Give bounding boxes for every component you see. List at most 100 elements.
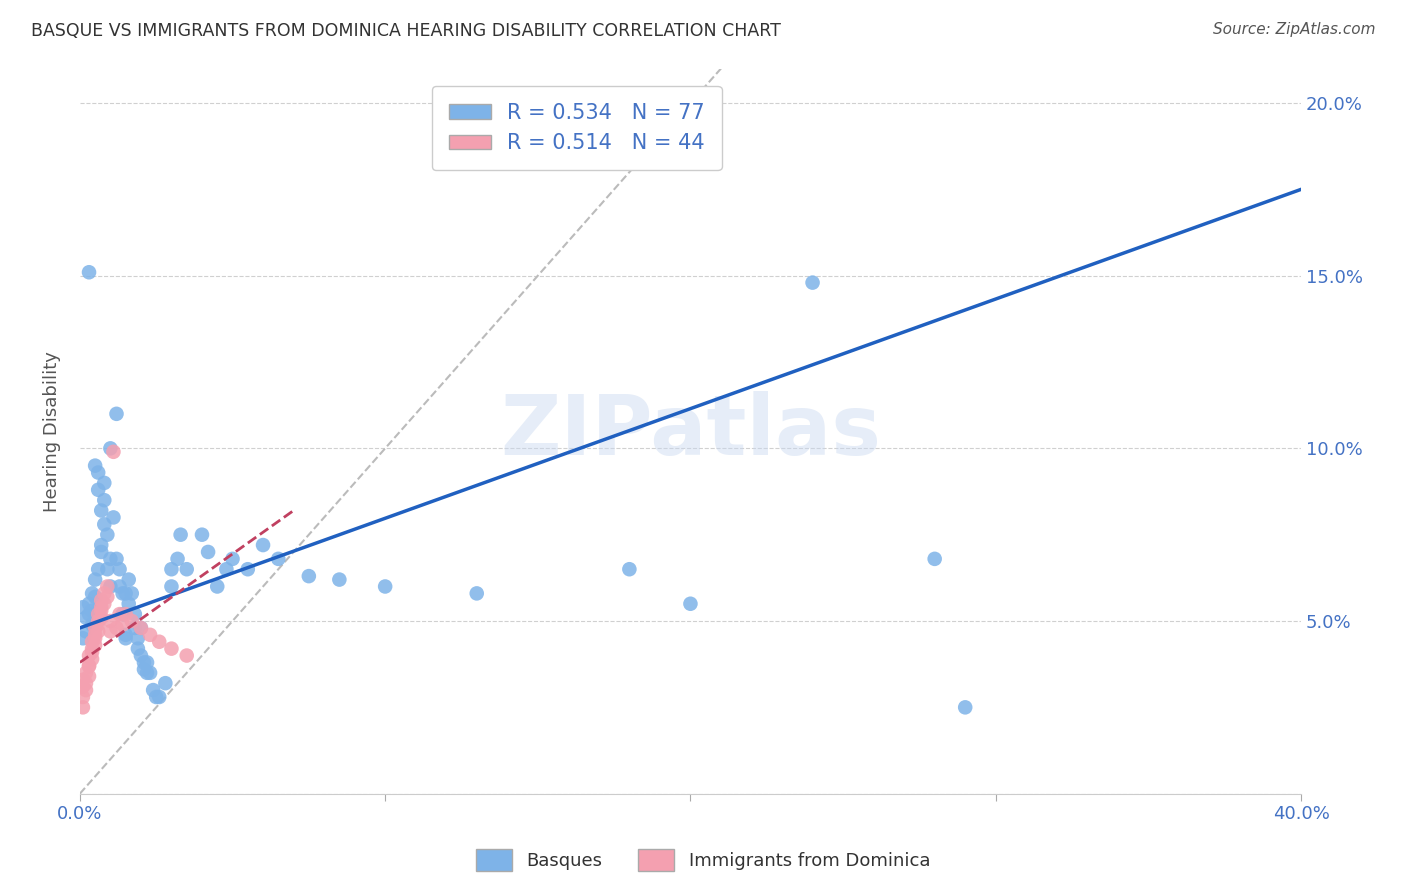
Point bbox=[221, 552, 243, 566]
Legend: R = 0.534   N = 77, R = 0.514   N = 44: R = 0.534 N = 77, R = 0.514 N = 44 bbox=[432, 87, 721, 170]
Point bbox=[207, 579, 229, 593]
Point bbox=[96, 579, 118, 593]
Point bbox=[108, 607, 131, 621]
Point bbox=[127, 641, 149, 656]
Point bbox=[298, 569, 321, 583]
Point bbox=[96, 527, 118, 541]
Point bbox=[80, 586, 103, 600]
Point bbox=[155, 676, 177, 690]
Point bbox=[77, 597, 100, 611]
Point bbox=[100, 552, 122, 566]
Point bbox=[924, 552, 946, 566]
Point bbox=[87, 607, 110, 621]
Point bbox=[84, 621, 107, 635]
Point bbox=[121, 586, 143, 600]
Point bbox=[139, 628, 162, 642]
Point bbox=[84, 573, 107, 587]
Point bbox=[80, 641, 103, 656]
Point bbox=[111, 586, 134, 600]
Point bbox=[176, 648, 198, 663]
Point bbox=[84, 458, 107, 473]
Point bbox=[169, 527, 191, 541]
Point bbox=[90, 604, 112, 618]
Point bbox=[124, 607, 146, 621]
Point bbox=[114, 607, 136, 621]
Point bbox=[100, 614, 122, 628]
Point bbox=[77, 607, 100, 621]
Point bbox=[129, 621, 152, 635]
Point bbox=[118, 573, 141, 587]
Point bbox=[80, 604, 103, 618]
Point bbox=[100, 579, 122, 593]
Point bbox=[121, 614, 143, 628]
Text: ZIPatlas: ZIPatlas bbox=[501, 391, 882, 472]
Point bbox=[84, 632, 107, 646]
Point bbox=[136, 665, 159, 680]
Point bbox=[801, 276, 824, 290]
Point bbox=[132, 662, 155, 676]
Point bbox=[77, 648, 100, 663]
Point bbox=[103, 445, 125, 459]
Point bbox=[87, 483, 110, 497]
Point bbox=[127, 632, 149, 646]
Point bbox=[80, 652, 103, 666]
Point bbox=[72, 600, 94, 615]
Point bbox=[103, 510, 125, 524]
Point bbox=[75, 683, 97, 698]
Point bbox=[87, 617, 110, 632]
Text: Source: ZipAtlas.com: Source: ZipAtlas.com bbox=[1212, 22, 1375, 37]
Point bbox=[93, 517, 115, 532]
Point bbox=[93, 597, 115, 611]
Point bbox=[176, 562, 198, 576]
Point bbox=[679, 597, 702, 611]
Point bbox=[90, 610, 112, 624]
Point bbox=[72, 690, 94, 704]
Y-axis label: Hearing Disability: Hearing Disability bbox=[44, 351, 60, 511]
Point bbox=[111, 617, 134, 632]
Point bbox=[87, 614, 110, 628]
Point bbox=[75, 610, 97, 624]
Point bbox=[114, 586, 136, 600]
Point bbox=[84, 628, 107, 642]
Point bbox=[100, 624, 122, 639]
Point bbox=[72, 700, 94, 714]
Point bbox=[166, 552, 188, 566]
Point bbox=[93, 586, 115, 600]
Point bbox=[108, 562, 131, 576]
Point bbox=[77, 659, 100, 673]
Point bbox=[77, 669, 100, 683]
Point bbox=[160, 641, 183, 656]
Point bbox=[75, 665, 97, 680]
Point bbox=[80, 617, 103, 632]
Point bbox=[197, 545, 219, 559]
Point bbox=[77, 265, 100, 279]
Point bbox=[129, 648, 152, 663]
Point bbox=[77, 659, 100, 673]
Point bbox=[236, 562, 259, 576]
Point bbox=[160, 562, 183, 576]
Point bbox=[124, 621, 146, 635]
Point bbox=[142, 683, 165, 698]
Point bbox=[145, 690, 167, 704]
Point bbox=[96, 562, 118, 576]
Point bbox=[114, 628, 136, 642]
Point bbox=[87, 466, 110, 480]
Point bbox=[191, 527, 214, 541]
Point bbox=[90, 503, 112, 517]
Point bbox=[160, 579, 183, 593]
Point bbox=[84, 638, 107, 652]
Point bbox=[328, 573, 350, 587]
Text: BASQUE VS IMMIGRANTS FROM DOMINICA HEARING DISABILITY CORRELATION CHART: BASQUE VS IMMIGRANTS FROM DOMINICA HEARI… bbox=[31, 22, 780, 40]
Point bbox=[93, 475, 115, 490]
Point bbox=[953, 700, 976, 714]
Point bbox=[90, 600, 112, 615]
Legend: Basques, Immigrants from Dominica: Basques, Immigrants from Dominica bbox=[468, 842, 938, 879]
Point bbox=[93, 493, 115, 508]
Point bbox=[105, 621, 128, 635]
Point bbox=[252, 538, 274, 552]
Point bbox=[267, 552, 290, 566]
Point bbox=[132, 656, 155, 670]
Point bbox=[374, 579, 396, 593]
Point bbox=[111, 607, 134, 621]
Point bbox=[215, 562, 238, 576]
